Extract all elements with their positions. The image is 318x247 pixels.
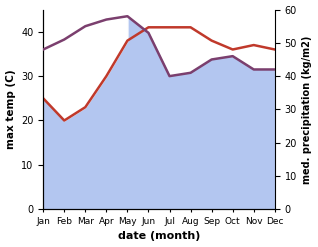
Y-axis label: max temp (C): max temp (C) [5, 70, 16, 149]
X-axis label: date (month): date (month) [118, 231, 200, 242]
Y-axis label: med. precipitation (kg/m2): med. precipitation (kg/m2) [302, 35, 313, 184]
